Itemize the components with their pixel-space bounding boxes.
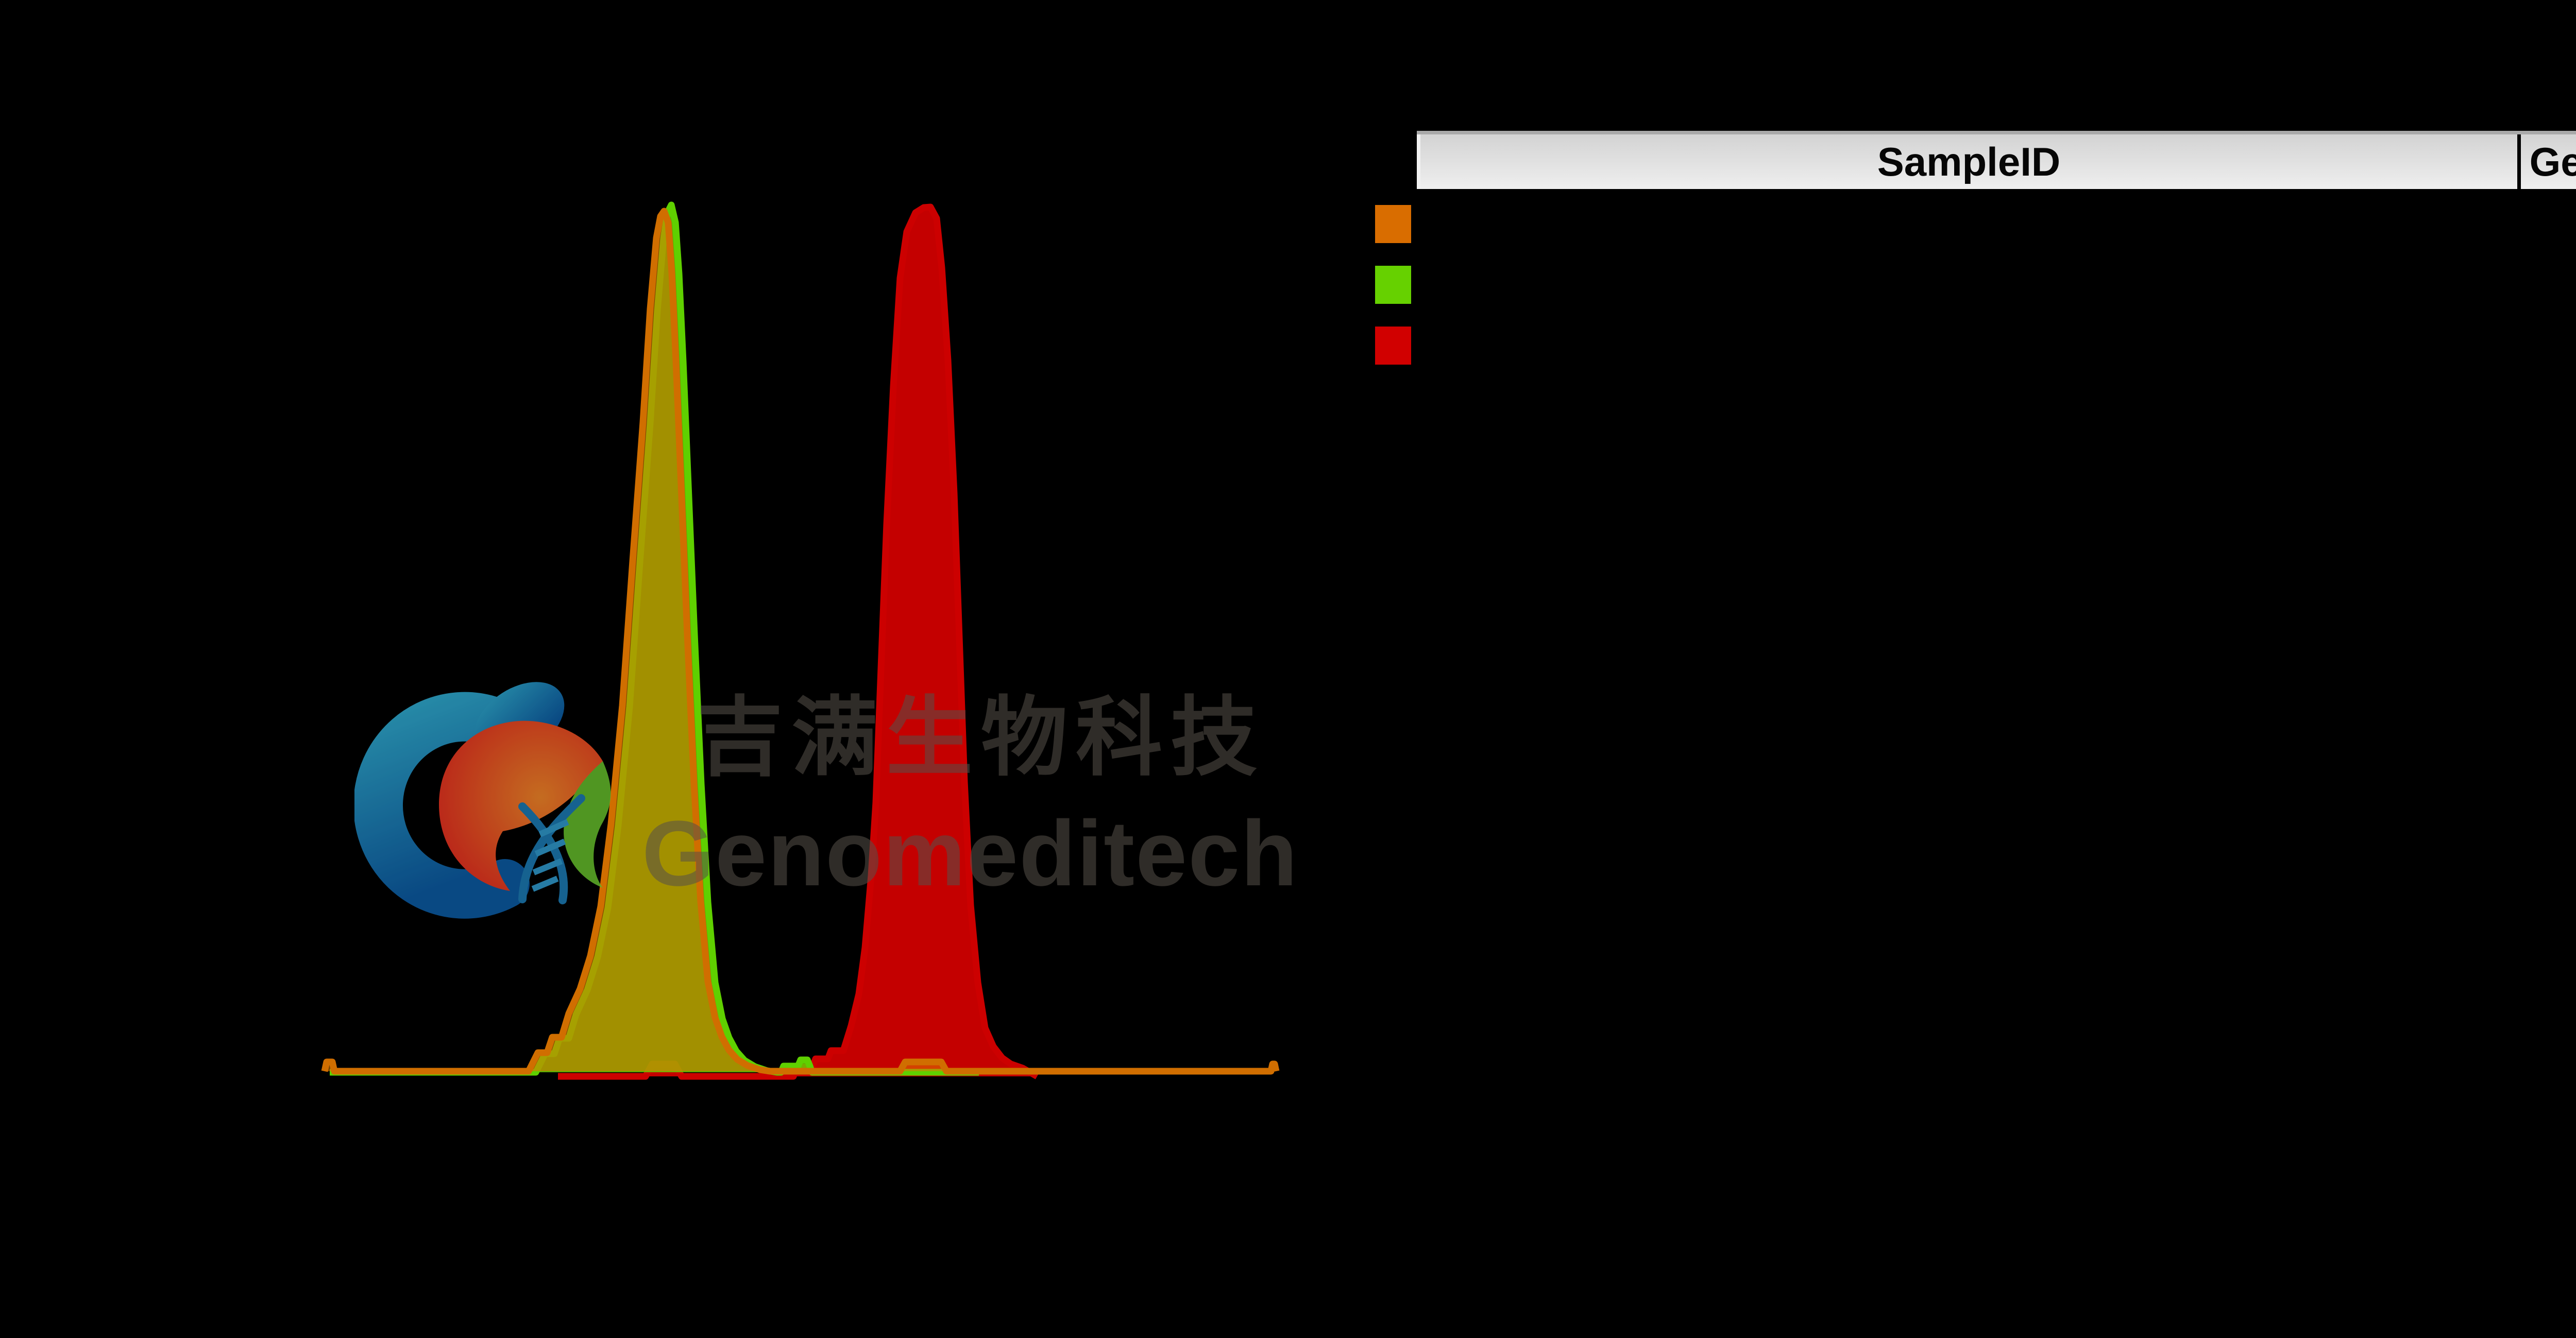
stats-table: SampleID Geometric Mean : RL1-H xyxy=(1417,131,2576,371)
table-row xyxy=(1417,189,2576,250)
column-header-sampleid: SampleID xyxy=(1417,134,2517,189)
histogram-trace-orange xyxy=(321,208,1280,1075)
legend-swatch-sample-2 xyxy=(1375,266,1411,304)
histogram-fill-orange xyxy=(325,211,1276,1071)
legend-swatch-sample-3 xyxy=(1375,327,1411,365)
legend-swatch-sample-1 xyxy=(1375,205,1411,243)
stats-table-header: SampleID Geometric Mean : RL1-H xyxy=(1417,134,2576,189)
legend xyxy=(1375,205,1413,387)
table-row xyxy=(1417,311,2576,371)
table-row xyxy=(1417,250,2576,311)
stats-table-rows xyxy=(1417,189,2576,371)
histogram-fill-red xyxy=(558,207,1037,1076)
column-header-geometric-mean: Geometric Mean : RL1-H xyxy=(2517,134,2576,189)
